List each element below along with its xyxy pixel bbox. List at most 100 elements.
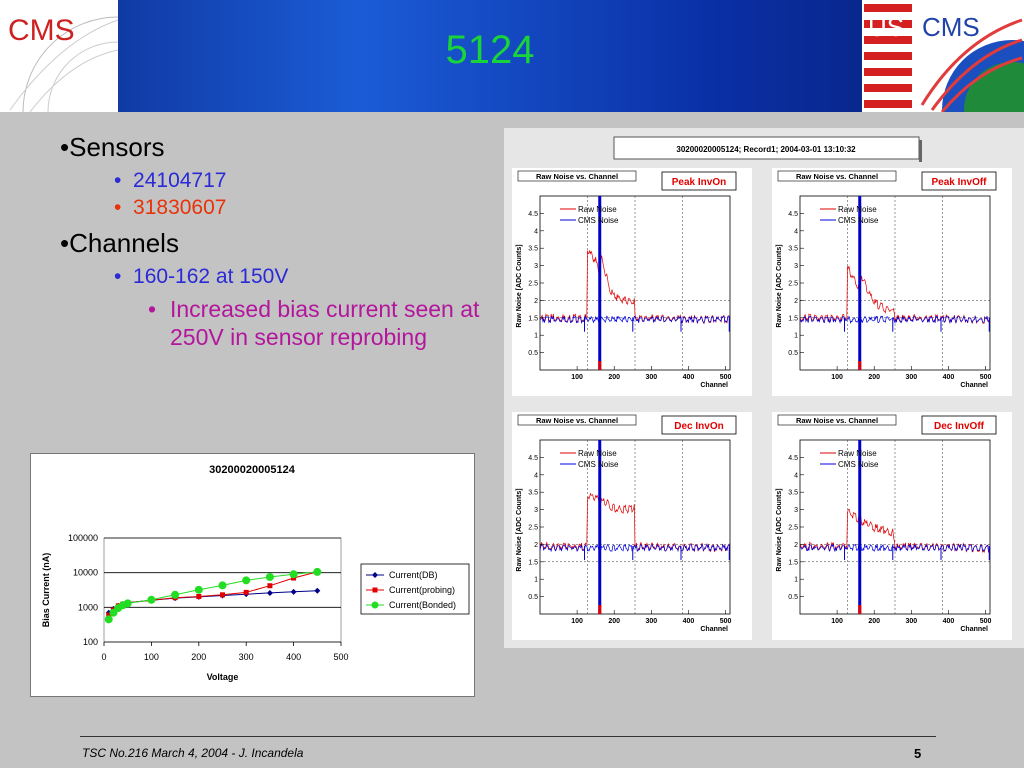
cms-logo-text: CMS xyxy=(8,14,75,47)
noise-legend-cms-label: CMS Noise xyxy=(838,460,879,469)
bias-point xyxy=(106,612,112,618)
bullet-sensors: •Sensors xyxy=(60,132,165,162)
bullet-channel-range: • 160-162 at 150V xyxy=(114,265,289,288)
noise-panel-tag-box xyxy=(661,171,737,191)
noise-legend-raw-label: Raw Noise xyxy=(578,449,617,458)
noise-ytick-2: 1.5 xyxy=(528,315,538,322)
bias-point xyxy=(314,587,321,594)
bias-point xyxy=(123,599,132,608)
noise-ytick-4: 2.5 xyxy=(788,525,798,532)
noise-ytick-5: 3 xyxy=(794,507,798,514)
noise-xlabel: Channel xyxy=(960,382,988,389)
noise-ytick-5: 3 xyxy=(534,507,538,514)
noise-ytick-7: 4 xyxy=(534,472,538,479)
bias-point xyxy=(266,589,273,596)
footer-text: TSC No.216 March 4, 2004 - J. Incandela xyxy=(82,746,304,760)
noise-ytick-1: 1 xyxy=(534,577,538,584)
noise-xtick-3: 400 xyxy=(683,618,695,625)
bias-ytick-2: 10000 xyxy=(73,568,98,578)
noise-panel-tag: Dec InvOn xyxy=(674,421,723,432)
bias-point xyxy=(171,590,180,599)
bias-point xyxy=(218,581,227,590)
page-number: 5 xyxy=(914,746,922,761)
noise-ytick-6: 3.5 xyxy=(528,490,538,497)
noise-panel-bg xyxy=(512,168,752,396)
bias-chart-title: 30200020005124 xyxy=(209,464,296,476)
noise-ytick-6: 3.5 xyxy=(788,246,798,253)
bias-point xyxy=(147,595,156,604)
bias-point xyxy=(104,615,113,624)
noise-legend-cms-label: CMS Noise xyxy=(578,216,619,225)
noise-panel-bg xyxy=(512,412,752,640)
noise-ytick-8: 4.5 xyxy=(528,455,538,462)
noise-xtick-4: 500 xyxy=(980,374,992,381)
noise-ytick-0: 0.5 xyxy=(788,350,798,357)
noise-xtick-2: 300 xyxy=(905,618,917,625)
bias-point xyxy=(243,589,249,595)
noise-ylabel: Raw Noise [ADC Counts] xyxy=(776,244,783,327)
noise-panel-tag-box xyxy=(661,415,737,435)
cms-logo-graphic: CMS xyxy=(8,14,118,112)
noise-legend-raw-label: Raw Noise xyxy=(578,205,617,214)
noise-ytick-3: 2 xyxy=(794,542,798,549)
noise-xtick-2: 300 xyxy=(905,374,917,381)
noise-xtick-0: 100 xyxy=(571,374,583,381)
bias-point xyxy=(289,570,298,579)
bias-ytick-1: 1000 xyxy=(78,602,98,612)
noise-legend-raw-label: Raw Noise xyxy=(838,205,877,214)
noise-cms-series xyxy=(539,314,731,324)
bias-xtick-2: 200 xyxy=(191,652,206,662)
note-text: Increased bias current seen at 250V in s… xyxy=(170,296,480,350)
noise-legend-raw-label: Raw Noise xyxy=(838,449,877,458)
noise-legend-cms-label: CMS Noise xyxy=(838,216,879,225)
noise-ytick-3: 2 xyxy=(534,542,538,549)
noise-panel-tag-box xyxy=(921,415,997,435)
bias-point xyxy=(313,567,322,576)
noise-cms-series xyxy=(799,314,991,325)
noise-panel-title-box xyxy=(777,414,897,426)
noise-header-title: 30200020005124; Record1; 2004-03-01 13:1… xyxy=(676,145,856,154)
noise-xtick-4: 500 xyxy=(720,618,732,625)
noise-panel-title: Raw Noise vs. Channel xyxy=(796,416,878,425)
bias-plot-area xyxy=(103,537,342,643)
noise-panel-2: Raw Noise vs. Channel Dec InvOn 0.5 1 1.5 2 2.… xyxy=(512,412,752,640)
noise-ytick-1: 1 xyxy=(534,333,538,340)
noise-panel-title-box xyxy=(517,170,637,182)
noise-plots-panel: 30200020005124; Record1; 2004-03-01 13:1… xyxy=(504,128,1024,648)
noise-cms-series xyxy=(539,543,731,553)
noise-ytick-0: 0.5 xyxy=(528,594,538,601)
noise-ytick-5: 3 xyxy=(794,263,798,270)
bias-xtick-0: 0 xyxy=(101,652,106,662)
bullet-sensor-2: • 31830607 xyxy=(114,196,227,219)
bias-current-chart: 30200020005124 100 1000 10000 100000 0 100 200 3… xyxy=(30,453,475,697)
bullet-list: •Sensors • 24104717 • 31830607 •Channels… xyxy=(60,130,480,351)
noise-panel-0: Raw Noise vs. Channel Peak InvOn 0.5 1 1.5 2 2… xyxy=(512,168,752,396)
noise-panel-title: Raw Noise vs. Channel xyxy=(796,172,878,181)
noise-xtick-2: 300 xyxy=(645,618,657,625)
bias-legend-label-0: Current(DB) xyxy=(389,570,438,580)
bias-legend-box xyxy=(360,563,470,615)
bullet-channels: •Channels xyxy=(60,228,179,258)
noise-ytick-4: 2.5 xyxy=(788,281,798,288)
bias-xlabel: Voltage xyxy=(207,672,239,682)
bullet-sensor-1: • 24104717 xyxy=(114,169,227,192)
noise-plots-svg: 30200020005124; Record1; 2004-03-01 13:1… xyxy=(512,136,1012,640)
noise-header-shadow xyxy=(919,140,922,162)
noise-ytick-1: 1 xyxy=(794,577,798,584)
bias-point xyxy=(267,583,273,589)
bias-ytick-0: 100 xyxy=(83,637,98,647)
noise-xlabel: Channel xyxy=(700,382,728,389)
noise-xtick-1: 200 xyxy=(868,374,880,381)
uscms-logo: US CMS xyxy=(862,0,1024,112)
noise-xtick-0: 100 xyxy=(831,374,843,381)
noise-ytick-3: 2 xyxy=(794,298,798,305)
bias-point xyxy=(196,594,202,600)
bias-point xyxy=(265,572,274,581)
noise-bad-channel-marker xyxy=(598,361,602,370)
noise-xtick-1: 200 xyxy=(608,374,620,381)
bias-point xyxy=(242,576,251,585)
uscms-logo-graphic: US CMS xyxy=(862,0,1024,112)
noise-xtick-3: 400 xyxy=(943,618,955,625)
noise-ytick-7: 4 xyxy=(794,228,798,235)
